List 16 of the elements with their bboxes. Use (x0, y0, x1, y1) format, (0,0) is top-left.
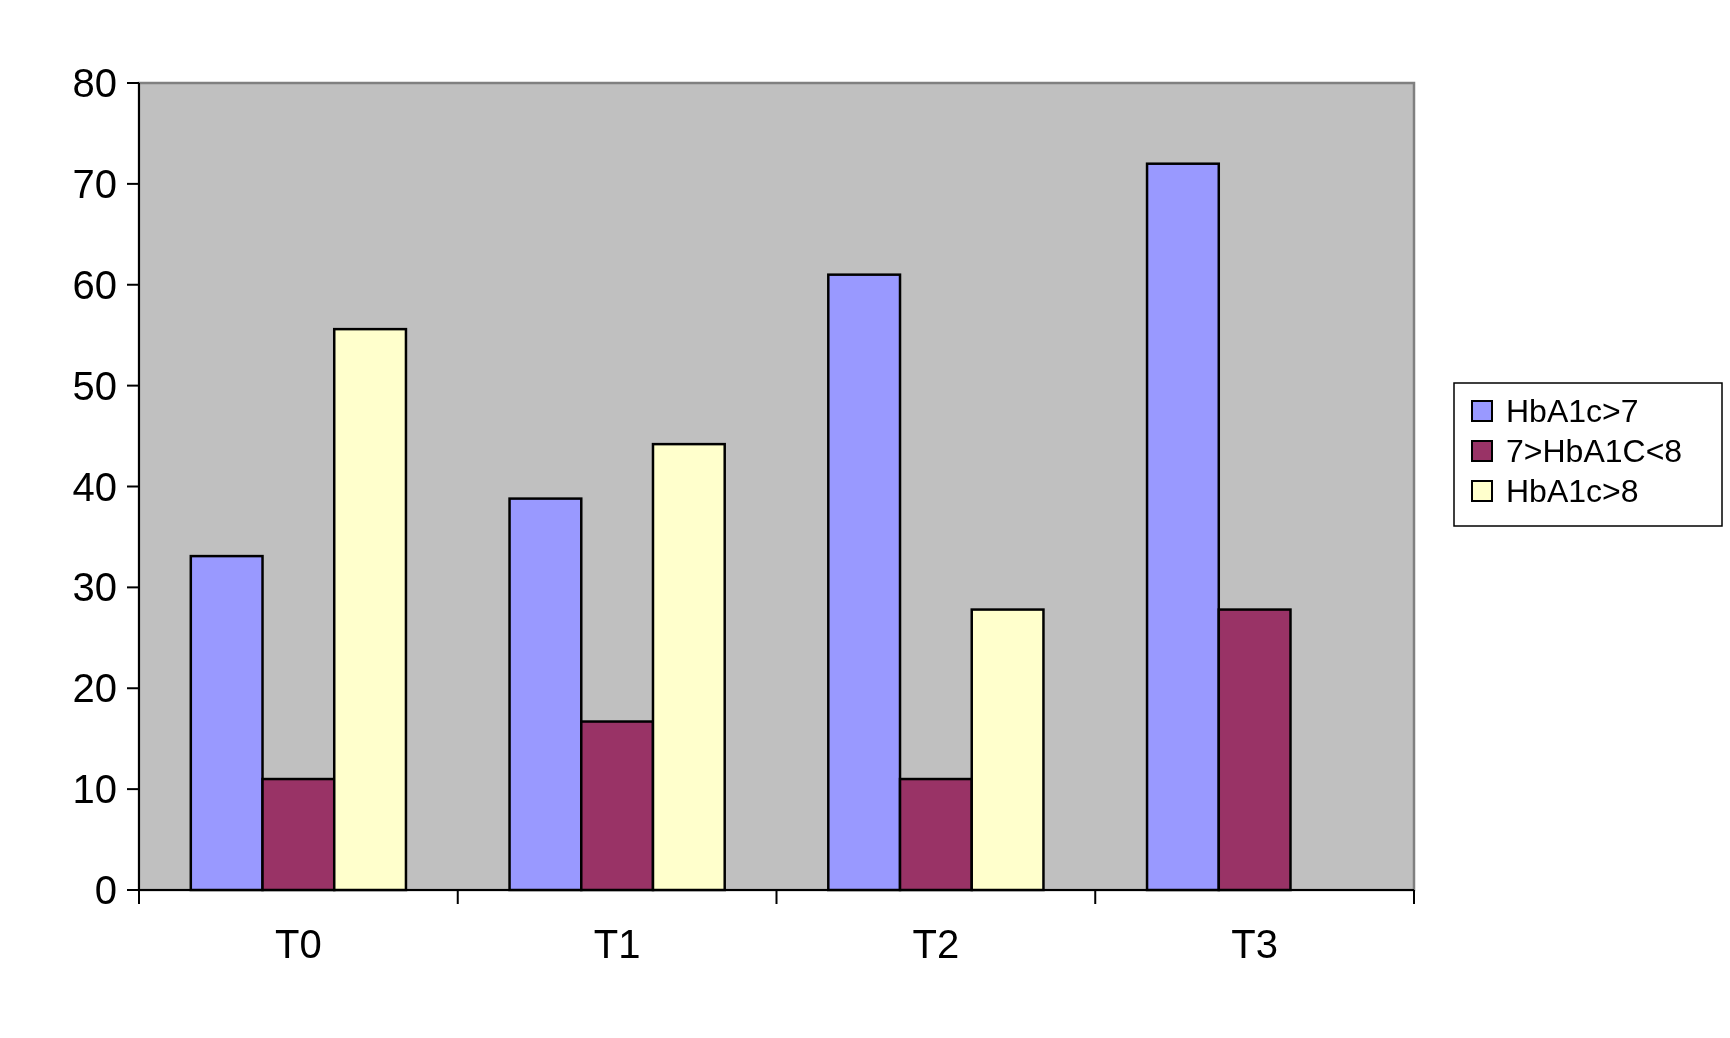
y-tick-label: 50 (72, 363, 117, 408)
y-tick-label: 80 (72, 61, 117, 105)
x-tick-label: T1 (593, 922, 641, 966)
x-tick-label: T0 (275, 922, 322, 966)
y-tick-label: 10 (72, 767, 117, 812)
y-tick-label: 60 (72, 262, 117, 307)
legend-label: 7>HbA1C<8 (1506, 433, 1683, 470)
y-tick-label: 30 (72, 565, 117, 610)
x-tick-label: T2 (912, 922, 960, 966)
y-tick-label: 40 (72, 464, 117, 509)
legend-label: HbA1c>8 (1506, 473, 1639, 510)
y-tick-label: 0 (94, 868, 117, 912)
y-tick-label: 20 (72, 666, 117, 711)
legend-label: HbA1c>7 (1506, 393, 1639, 430)
x-tick-label: T3 (1231, 922, 1278, 966)
y-tick-label: 70 (72, 161, 117, 206)
